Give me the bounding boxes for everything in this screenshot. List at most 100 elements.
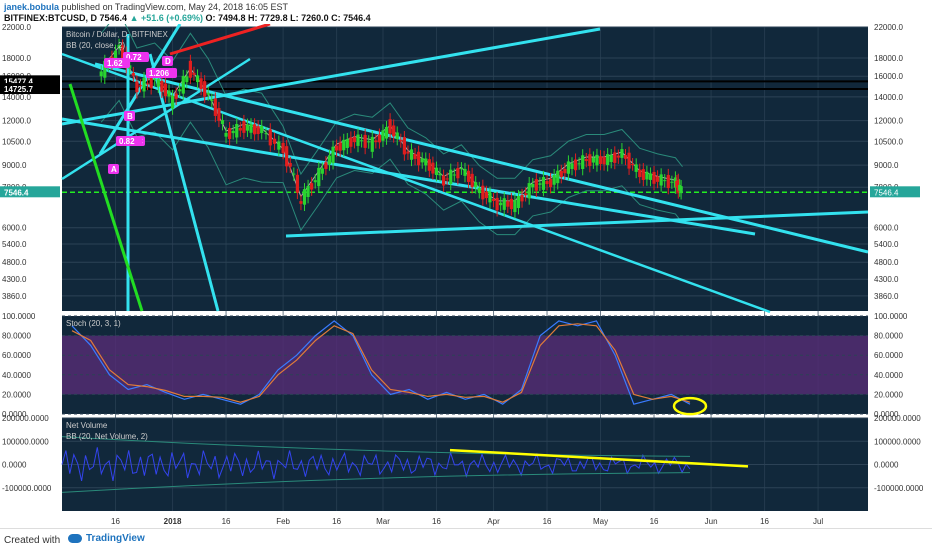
chart-canvas[interactable]: 22000.022000.018000.018000.016000.016000… <box>0 24 932 528</box>
tradingview-cloud-icon <box>68 534 82 543</box>
price-axis-label-left: 4300.0 <box>2 275 27 284</box>
candle-body <box>345 139 349 148</box>
candle-body <box>499 202 503 206</box>
price-axis-label-right: 6000.0 <box>874 224 899 233</box>
price-axis-label-left: 3860.0 <box>2 292 27 301</box>
author-name[interactable]: janek.bobula <box>4 2 60 12</box>
candle-body <box>431 162 435 174</box>
time-axis-label: May <box>593 517 608 526</box>
candle-body <box>231 130 235 134</box>
time-axis-label: Jun <box>705 517 718 526</box>
candle-body <box>620 149 624 158</box>
candle-body <box>402 137 406 155</box>
candle-body <box>477 187 481 193</box>
net-volume-line <box>61 447 691 482</box>
symbol-line: BITFINEX:BTCUSD, D 7546.4 ▲ +51.6 (+0.69… <box>4 12 371 24</box>
volume-axis-label-left: 100000.0000 <box>2 437 49 446</box>
volume-pane-title: Net Volume <box>66 421 108 430</box>
candle-body <box>113 50 118 62</box>
candle-body <box>167 90 171 97</box>
candle-body <box>228 128 232 139</box>
candle-body <box>606 154 610 166</box>
chart-header: janek.bobula published on TradingView.co… <box>0 0 932 24</box>
price-axis-label-right: 18000.0 <box>874 54 903 63</box>
time-axis-label: 16 <box>760 517 769 526</box>
time-axis-label: 16 <box>332 517 341 526</box>
candle-body <box>595 154 599 166</box>
volume-axis-label-left: 200000.0000 <box>2 414 49 423</box>
candle-body <box>310 183 314 190</box>
pattern-annotation-box <box>162 56 173 66</box>
trendline-descending-lower <box>94 62 869 254</box>
candle-body <box>559 170 563 178</box>
candle-body <box>548 178 553 188</box>
stoch-axis-label-left: 80.0000 <box>2 332 31 341</box>
candle-body <box>324 162 328 169</box>
candle-body <box>588 154 592 167</box>
published-text: published on TradingView.com, May 24, 20… <box>61 2 289 12</box>
candle-body <box>292 173 296 175</box>
stoch-axis-label-left: 60.0000 <box>2 351 31 360</box>
tradingview-brand: TradingView <box>86 533 145 544</box>
stoch-line-k <box>71 320 691 405</box>
candle-body <box>388 119 392 134</box>
candle-body <box>317 167 321 187</box>
candle-body <box>563 168 567 174</box>
candle-body <box>659 174 663 186</box>
candle-body <box>409 149 414 160</box>
candle-body <box>99 71 103 77</box>
price-level-label: 15477.4 <box>4 77 33 86</box>
candle-body <box>445 178 449 180</box>
price-axis-label-right: 12000.0 <box>874 117 903 126</box>
candle-body <box>285 146 289 167</box>
candle-body <box>377 134 382 143</box>
pattern-annotation-box <box>108 164 119 174</box>
candle-body <box>381 130 385 141</box>
ohlc: O: 7494.8 H: 7729.8 L: 7260.0 C: 7546.4 <box>205 13 371 23</box>
candle-body <box>335 145 339 151</box>
candle-body <box>367 141 371 143</box>
pattern-annotation-box <box>104 58 130 68</box>
volume-bb-upper <box>61 436 691 457</box>
price-axis-label-right: 10500.0 <box>874 137 903 146</box>
stoch-axis-label-right: 60.0000 <box>874 351 903 360</box>
stoch-axis-label-left: 20.0000 <box>2 390 31 399</box>
volume-axis-label-left: 0.0000 <box>2 461 27 470</box>
candle-body <box>602 156 606 165</box>
time-axis-label: 2018 <box>164 517 182 526</box>
bollinger-indicator-label: BB (20, close, 2) <box>66 41 125 50</box>
stoch-pane-title: Stoch (20, 3, 1) <box>66 319 121 328</box>
volume-bb-label: BB (20, Net Volume, 2) <box>66 432 148 441</box>
candle-body <box>103 60 107 78</box>
time-axis-label: Apr <box>487 517 500 526</box>
candle-body <box>174 93 178 99</box>
tradingview-logo[interactable]: TradingView <box>68 533 145 544</box>
time-axis-label: 16 <box>432 517 441 526</box>
candle-body <box>195 75 200 83</box>
candle-body <box>295 174 299 193</box>
candle-body <box>264 133 268 135</box>
pattern-annotation-label: D <box>165 57 171 66</box>
publish-line: janek.bobula published on TradingView.co… <box>4 1 288 13</box>
candle-body <box>156 79 160 87</box>
red-trendline <box>169 24 271 56</box>
candle-body <box>474 182 478 188</box>
price-level-tag <box>0 186 60 198</box>
candle-body <box>495 197 499 211</box>
volume-trendline <box>449 448 749 468</box>
candle-body <box>481 185 485 200</box>
candle-body <box>238 127 242 131</box>
candle-body <box>531 183 535 188</box>
price-level-tag <box>0 75 60 87</box>
candle-body <box>527 183 531 199</box>
candle-body <box>506 201 510 207</box>
candle-body <box>121 45 125 61</box>
candle-body <box>427 159 431 171</box>
pattern-annotation-label: B <box>127 112 133 121</box>
candle-body <box>491 199 496 201</box>
candle-body <box>470 173 474 188</box>
time-axis-label: 16 <box>543 517 552 526</box>
time-axis-label: Mar <box>376 517 390 526</box>
price-axis-label-right: 9000.0 <box>874 161 899 170</box>
candle-body <box>352 136 357 143</box>
